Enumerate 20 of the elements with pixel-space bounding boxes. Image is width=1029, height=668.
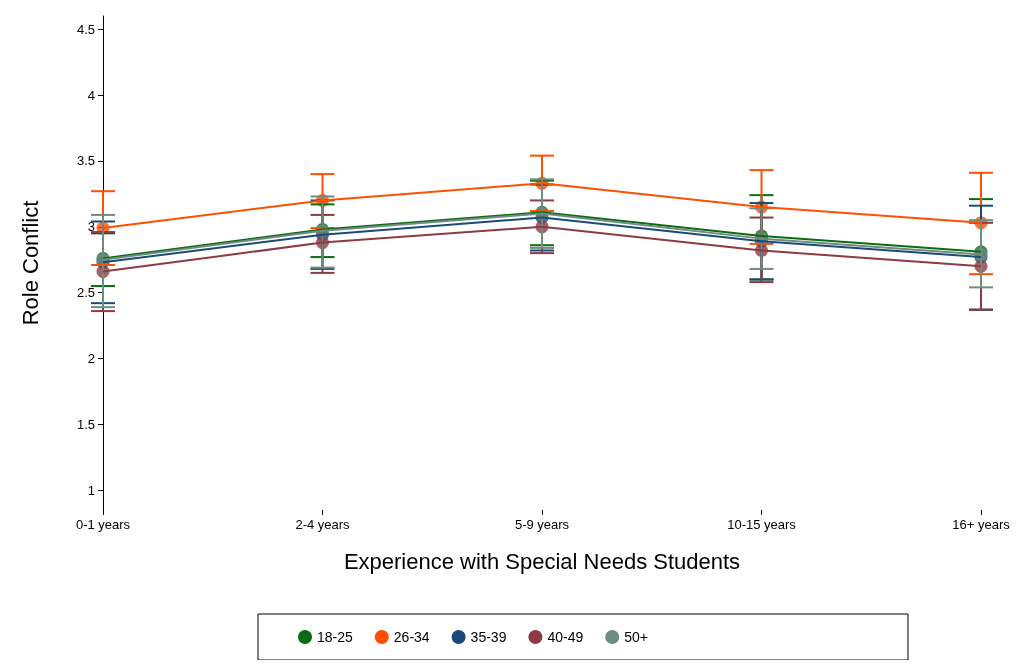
y-tick-label: 4.5 (76, 21, 95, 37)
x-tick-label: 10-15 years (727, 517, 797, 532)
y-axis-title: Role Conflict (17, 200, 43, 326)
y-tick-label: 2.5 (76, 285, 95, 301)
legend-label: 50+ (624, 629, 648, 645)
x-tick-label: 16+ years (952, 517, 1011, 532)
x-axis-title: Experience with Special Needs Students (343, 548, 741, 574)
legend-label: 40-49 (547, 629, 584, 645)
y-tick-label: 3.5 (76, 153, 95, 169)
y-tick-label: 2 (87, 351, 95, 367)
y-tick-label: 1.5 (76, 416, 95, 432)
x-tick-label: 0-1 years (75, 517, 131, 532)
legend-label: 18-25 (317, 629, 354, 645)
legend-label: 35-39 (470, 629, 507, 645)
y-tick-label: 1 (87, 482, 95, 498)
y-tick-label: 4 (87, 87, 95, 103)
legend-label: 26-34 (393, 629, 430, 645)
y-tick-label: 3 (87, 219, 95, 235)
x-tick-label: 2-4 years (295, 517, 351, 532)
x-tick-label: 5-9 years (514, 517, 570, 532)
